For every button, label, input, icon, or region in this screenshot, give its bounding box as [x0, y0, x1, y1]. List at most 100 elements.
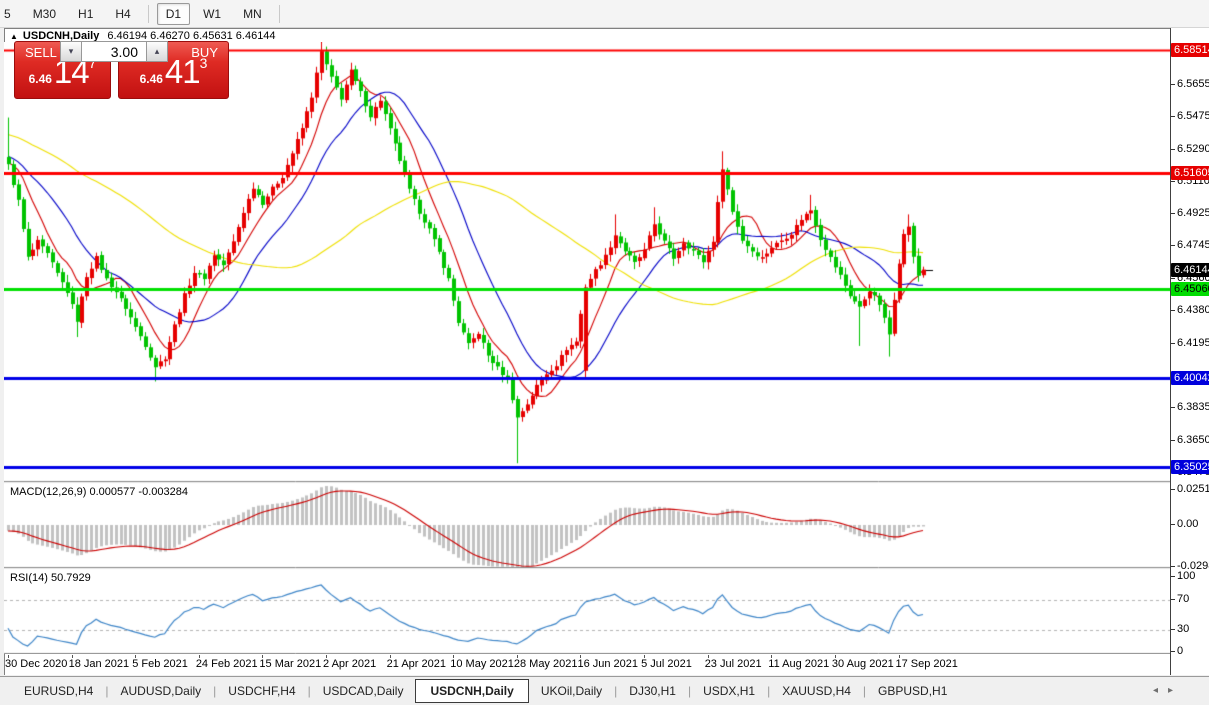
- timeframe-button-H1[interactable]: H1: [78, 6, 94, 21]
- chart-ohlc-values: 6.46194 6.46270 6.45631 6.46144: [107, 30, 276, 42]
- date-tick-mark: [135, 655, 137, 658]
- tab-scroll-right-icon[interactable]: ▸: [1167, 685, 1183, 696]
- lot-decrease-button[interactable]: ▾: [60, 41, 82, 62]
- rsi-tick-0: 0: [1170, 645, 1184, 657]
- tab-separator: |: [862, 684, 867, 698]
- date-label-26: 5 Feb 2021: [132, 658, 188, 670]
- buy-button[interactable]: BUY 6.46413: [118, 41, 229, 99]
- timeframe-button-D1[interactable]: D1: [156, 2, 191, 25]
- price-badge-6.40042: 6.40042: [1171, 371, 1209, 386]
- sell-price-base: 6.46: [28, 72, 52, 86]
- date-label-78: 21 Apr 2021: [386, 658, 446, 670]
- tab-separator: |: [307, 684, 311, 698]
- rsi-indicator-label: RSI(14) 50.7929: [10, 572, 91, 584]
- timeframe-button-5[interactable]: 5: [4, 6, 11, 21]
- price-tick-6.43800: 6.43800: [1171, 304, 1209, 316]
- price-tick-6.38350: 6.38350: [1171, 401, 1209, 413]
- lot-size-control: ▾ 3.00 ▴: [60, 41, 168, 62]
- tab-scroll-left-icon[interactable]: ◂: [1152, 685, 1168, 696]
- chart-tab-bar: ◂▸ EURUSD,H4 | AUDUSD,Daily | USDCHF,H4 | USDC…: [0, 676, 1209, 705]
- price-axis: 6.565506.547506.529006.511006.492506.474…: [1170, 28, 1209, 675]
- date-label-130: 5 Jul 2021: [641, 658, 692, 670]
- macd-indicator-label: MACD(12,26,9) 0.000577 -0.003284: [10, 486, 188, 498]
- chart-tab-DJ30-H1[interactable]: DJ30,H1: [629, 684, 676, 698]
- tab-separator: |: [767, 684, 771, 698]
- sell-button-label: SELL: [25, 45, 57, 60]
- tab-separator: |: [105, 684, 109, 698]
- buy-price-sup: 3: [199, 55, 208, 71]
- price-tick-6.52900: 6.52900: [1171, 143, 1209, 155]
- chevron-down-icon: ▾: [68, 46, 74, 56]
- price-badge-6.51605: 6.51605: [1171, 165, 1209, 180]
- rsi-tick-70: 70: [1170, 592, 1190, 605]
- timeframe-toolbar: 5 M30 H1 H4 D1 W1 MN: [0, 0, 1209, 28]
- date-tick-mark: [71, 655, 73, 658]
- price-badge-6.58514: 6.58514: [1171, 42, 1209, 57]
- date-tick-mark: [580, 655, 582, 658]
- price-chart-canvas[interactable]: [4, 42, 1170, 654]
- date-tick-mark: [898, 655, 900, 658]
- macd-tick-0.00: 0.00: [1170, 518, 1199, 530]
- toolbar-separator: [147, 4, 149, 23]
- chart-tab-USDCHF-H4[interactable]: USDCHF,H4: [228, 684, 296, 698]
- buy-button-label: BUY: [191, 45, 218, 60]
- timeframe-button-W1[interactable]: W1: [203, 6, 222, 21]
- date-tick-mark: [8, 655, 9, 658]
- date-label-52: 15 Mar 2021: [259, 658, 322, 670]
- timeframe-button-H4[interactable]: H4: [115, 6, 131, 21]
- chart-tab-USDCNH-Daily[interactable]: USDCNH,Daily: [415, 679, 529, 703]
- price-badge-6.45060: 6.45060: [1171, 281, 1209, 296]
- timeframe-button-MN[interactable]: MN: [243, 6, 262, 21]
- date-tick-mark: [326, 655, 328, 658]
- date-label-117: 16 Jun 2021: [577, 658, 639, 670]
- chart-tab-USDCAD-Daily[interactable]: USDCAD,Daily: [322, 684, 404, 698]
- date-tick-mark: [834, 655, 836, 658]
- price-tick-6.56550: 6.56550: [1171, 78, 1209, 90]
- tab-scroll-arrows: ◂▸: [1153, 685, 1183, 696]
- price-badge-6.35025: 6.35025: [1171, 460, 1209, 475]
- price-tick-6.47450: 6.47450: [1171, 239, 1209, 251]
- date-label-65: 2 Apr 2021: [323, 658, 377, 670]
- price-tick-6.54750: 6.54750: [1171, 110, 1209, 122]
- date-label-143: 23 Jul 2021: [704, 658, 762, 670]
- date-tick-mark: [516, 655, 518, 658]
- chart-tab-UKOil-Daily[interactable]: UKOil,Daily: [540, 684, 603, 698]
- date-label-104: 28 May 2021: [513, 658, 578, 670]
- macd-tick-0.025108: 0.025108: [1171, 483, 1209, 495]
- buy-price-base: 6.46: [139, 72, 163, 86]
- collapse-triangle-icon[interactable]: ▲: [10, 32, 18, 41]
- date-label-13: 18 Jan 2021: [68, 658, 130, 670]
- price-tick-6.36500: 6.36500: [1171, 434, 1209, 446]
- chart-tab-EURUSD-H4[interactable]: EURUSD,H4: [24, 684, 94, 698]
- date-label-91: 10 May 2021: [450, 658, 514, 670]
- date-tick-mark: [453, 655, 455, 658]
- date-label-182: 17 Sep 2021: [895, 658, 958, 670]
- tab-separator: |: [213, 684, 217, 698]
- tab-separator: |: [687, 684, 692, 698]
- sell-price-sup: 7: [88, 55, 97, 71]
- lot-size-input[interactable]: 3.00: [82, 41, 146, 62]
- timeframe-button-M30[interactable]: M30: [32, 6, 57, 21]
- buy-price-big: 41: [164, 53, 201, 90]
- price-tick-6.49250: 6.49250: [1171, 207, 1209, 219]
- toolbar-separator: [278, 4, 280, 23]
- buy-price: 6.46413: [119, 46, 228, 96]
- chart-title: ▲ USDCNH,Daily 6.46194 6.46270 6.45631 6.4…: [10, 30, 276, 42]
- price-tick-6.41950: 6.41950: [1171, 337, 1209, 349]
- chart-tab-USDX-H1[interactable]: USDX,H1: [703, 684, 756, 698]
- date-label-0: 30 Dec 2020: [5, 658, 68, 670]
- rsi-tick-30: 30: [1170, 622, 1190, 635]
- date-label-156: 11 Aug 2021: [768, 658, 830, 670]
- rsi-tick-100: 100: [1170, 570, 1196, 582]
- chart-tab-XAUUSD-H4[interactable]: XAUUSD,H4: [782, 684, 851, 698]
- chart-tab-AUDUSD-Daily[interactable]: AUDUSD,Daily: [120, 684, 202, 698]
- lot-increase-button[interactable]: ▴: [146, 41, 168, 62]
- date-tick-mark: [198, 655, 200, 658]
- macd-tick--0.029881: -0.029881: [1171, 560, 1209, 572]
- date-tick-mark: [262, 655, 264, 658]
- date-label-39: 24 Feb 2021: [195, 658, 258, 670]
- chart-symbol-label: USDCNH,Daily: [22, 30, 100, 42]
- chart-tab-GBPUSD-H1[interactable]: GBPUSD,H1: [878, 684, 948, 698]
- date-tick-mark: [707, 655, 709, 658]
